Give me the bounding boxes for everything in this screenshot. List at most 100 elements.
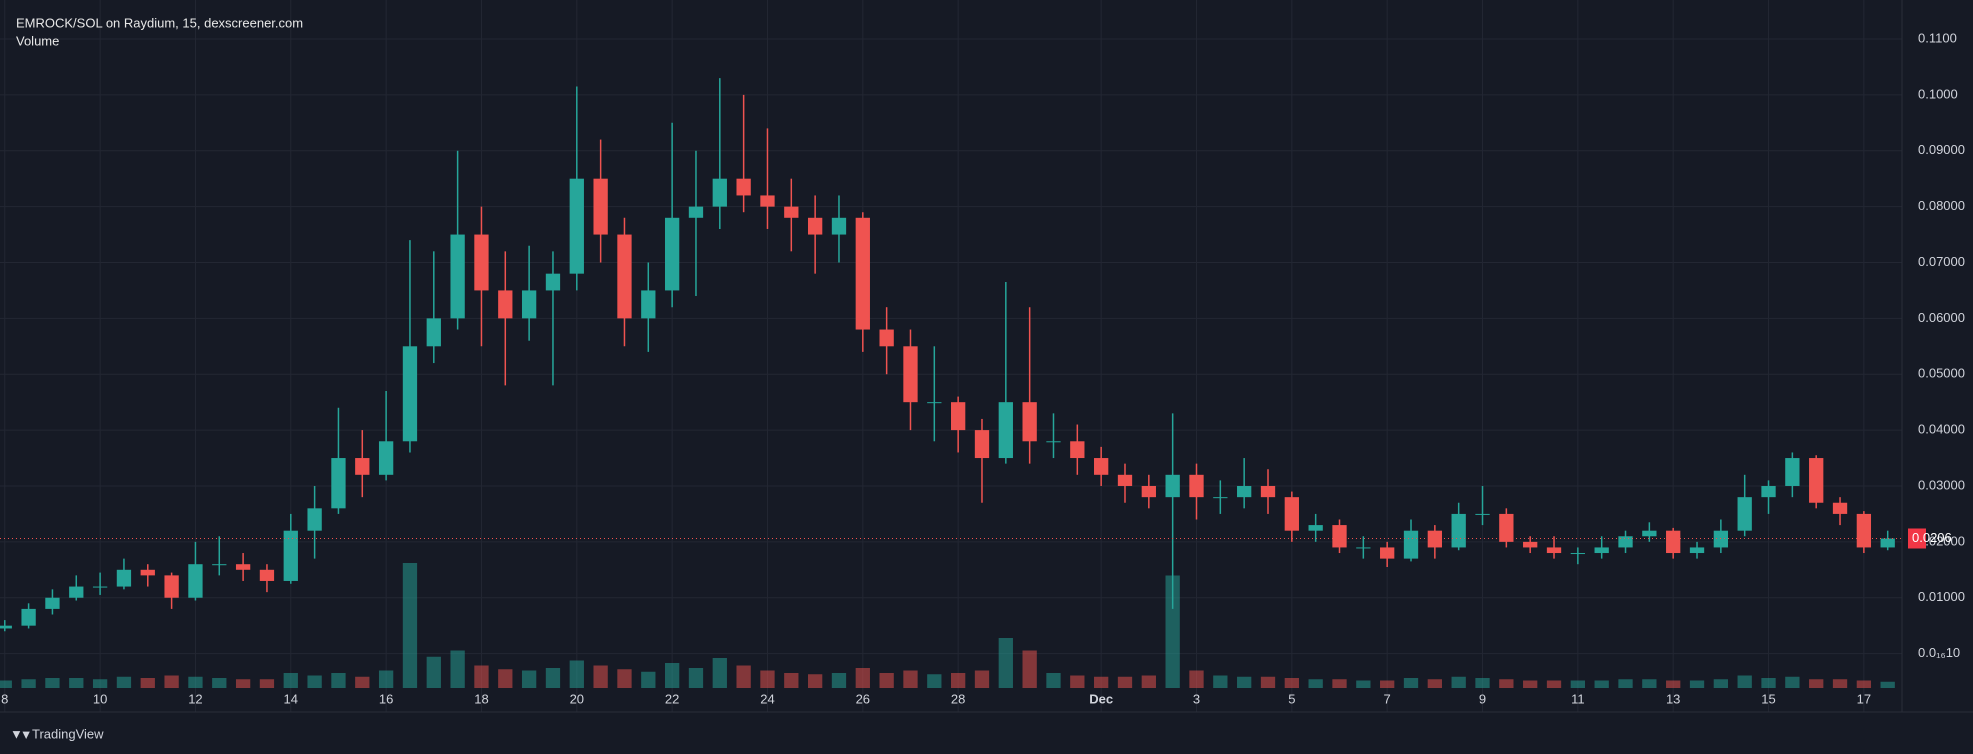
x-tick-label: 20: [570, 691, 584, 706]
volume-bar: [1427, 679, 1442, 688]
volume-bar: [664, 663, 680, 688]
candle-body: [521, 290, 537, 319]
candle-body: [235, 564, 251, 570]
volume-bar: [1356, 680, 1371, 688]
candle-body: [140, 569, 155, 576]
volume-bar: [92, 679, 108, 688]
candle-body: [1117, 474, 1133, 486]
volume-bar: [1832, 679, 1848, 688]
candle-body: [1666, 530, 1681, 554]
volume-bar: [641, 671, 656, 688]
volume-bar: [378, 670, 394, 688]
volume-bar: [1237, 676, 1252, 688]
candle-body: [1761, 485, 1776, 498]
candle-body: [1713, 530, 1729, 548]
volume-bar: [712, 658, 727, 688]
candle-body: [1380, 547, 1395, 559]
x-tick-label: 16: [379, 691, 393, 706]
candle-body: [1308, 525, 1323, 531]
x-tick-label: 26: [856, 691, 870, 706]
x-tick-label: 12: [188, 691, 202, 706]
volume-bar: [307, 675, 322, 688]
volume-bar: [45, 678, 60, 688]
volume-bar: [784, 673, 799, 688]
volume-bar: [402, 563, 418, 688]
volume-bar: [617, 669, 632, 688]
x-tick-label: 8: [1, 691, 8, 706]
candle-body: [951, 402, 966, 431]
volume-bar: [1332, 679, 1347, 688]
x-tick-label: 28: [951, 691, 965, 706]
candle-body: [426, 318, 441, 347]
brand[interactable]: TradingView: [32, 726, 104, 741]
volume-bar: [283, 673, 298, 688]
x-tick-label: 11: [1571, 691, 1585, 706]
candle-body: [1427, 530, 1442, 548]
x-tick-label: 22: [665, 691, 679, 706]
candle-body: [259, 569, 275, 581]
candle-body: [450, 234, 465, 319]
candle-body: [1809, 458, 1824, 503]
y-tick-label: 0.01000: [1918, 589, 1965, 604]
volume-bar: [1546, 680, 1562, 688]
candle-body: [664, 217, 680, 291]
candle-body: [831, 217, 847, 235]
candle-body: [927, 402, 942, 404]
candle-body: [188, 564, 203, 598]
candle-body: [855, 217, 870, 330]
volume-bar: [1117, 676, 1133, 688]
candle-body: [1689, 547, 1705, 554]
volume-bar: [1094, 676, 1109, 688]
volume-bar: [927, 674, 942, 688]
candle-body: [879, 329, 894, 347]
volume-bar: [1475, 678, 1490, 688]
volume-bar: [69, 678, 84, 688]
candle-body: [92, 586, 108, 588]
x-tick-label: 7: [1384, 691, 1391, 706]
candle-body: [1046, 441, 1061, 443]
y-tick-label: 0.02000: [1918, 533, 1965, 548]
x-tick-label: 24: [760, 691, 774, 706]
volume-bar: [1785, 676, 1800, 688]
x-tick-label: 5: [1288, 691, 1295, 706]
candle-body: [331, 458, 346, 509]
volume-bar: [1260, 676, 1276, 688]
candle-body: [116, 569, 132, 587]
candle-body: [1141, 485, 1156, 498]
volume-bar: [1189, 670, 1204, 688]
volume-bar: [831, 673, 847, 688]
y-tick-label: 0.1000: [1918, 86, 1958, 101]
candle-body: [355, 458, 370, 475]
candle-body: [1070, 441, 1085, 459]
volume-bar: [1403, 678, 1419, 688]
candle-body: [1022, 402, 1037, 442]
volume-bar: [760, 670, 775, 688]
x-tick-label: 9: [1479, 691, 1486, 706]
volume-bar: [355, 676, 370, 688]
y-tick-label: 0.09000: [1918, 142, 1965, 157]
candle-body: [998, 402, 1013, 459]
last-price-box: [1908, 528, 1926, 549]
volume-bar: [1570, 680, 1585, 688]
x-tick-label: 13: [1666, 691, 1680, 706]
volume-bar: [212, 678, 227, 688]
candle-body: [617, 234, 632, 319]
volume-bar: [259, 679, 275, 688]
volume-bar: [855, 668, 870, 688]
y-tick-label: 0.0₁₆10: [1918, 645, 1960, 660]
volume-bar: [951, 673, 966, 688]
candle-body: [903, 346, 918, 403]
x-tick-label: 17: [1857, 691, 1871, 706]
volume-bar: [1070, 675, 1085, 688]
candle-body: [807, 217, 823, 235]
x-tick-label: Dec: [1089, 691, 1113, 706]
volume-bar: [521, 670, 537, 688]
candle-body: [641, 290, 656, 319]
candle-body: [1737, 497, 1752, 531]
x-tick-label: 14: [284, 691, 298, 706]
candle-body: [1880, 538, 1895, 548]
candle-body: [736, 178, 751, 196]
candle-body: [498, 290, 513, 319]
